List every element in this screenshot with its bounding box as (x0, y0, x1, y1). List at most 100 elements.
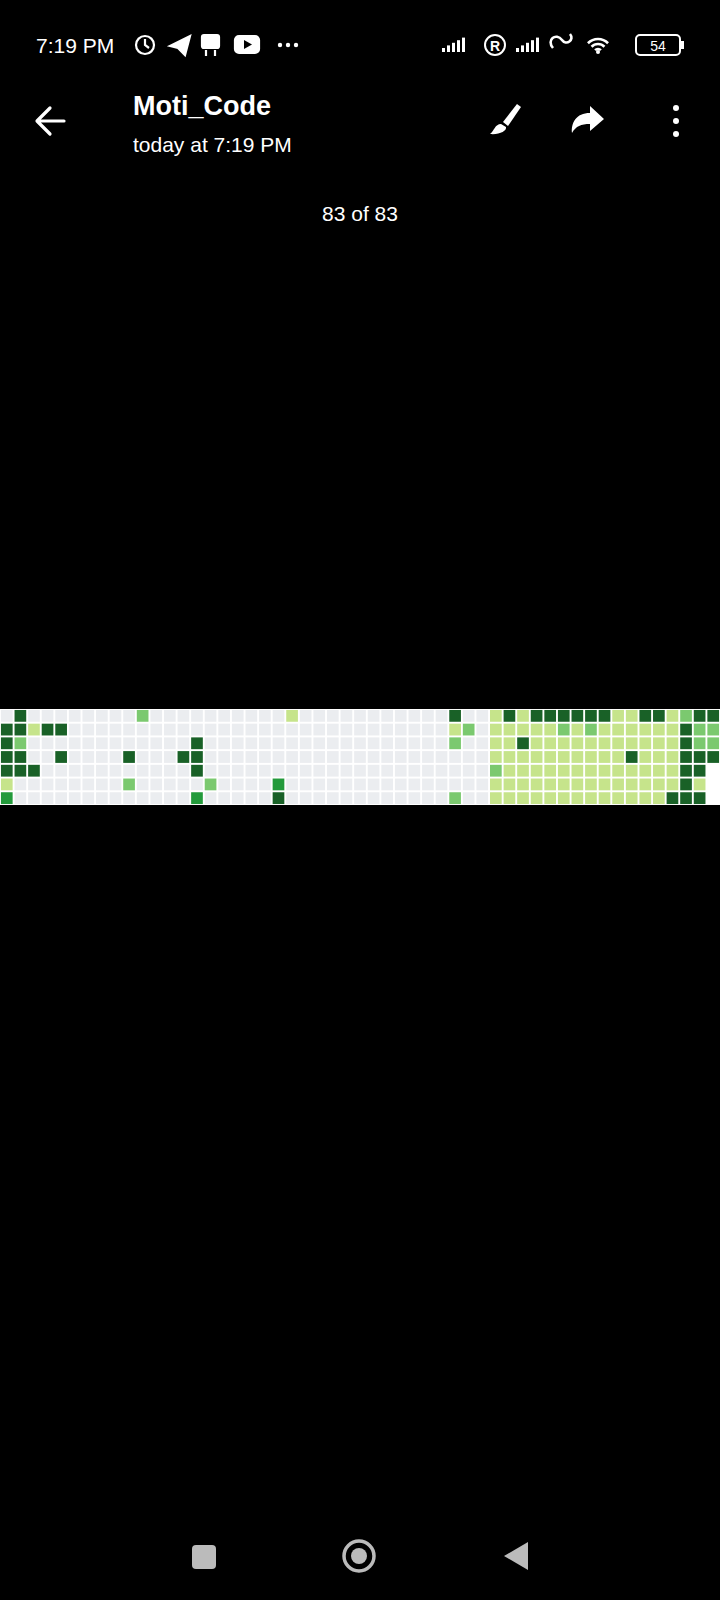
heatmap-cell (436, 710, 448, 722)
heatmap-cell (164, 765, 176, 777)
heatmap-cell (422, 765, 434, 777)
heatmap-cell (327, 737, 339, 749)
back-button[interactable] (37, 108, 64, 134)
battery-outline (636, 35, 680, 55)
heatmap-cell (463, 765, 475, 777)
heatmap-cell (313, 737, 325, 749)
more-notifications (286, 43, 290, 47)
menu-button[interactable] (673, 131, 679, 137)
heatmap-cell (395, 724, 407, 736)
heatmap-cell (395, 779, 407, 791)
share-button[interactable] (572, 106, 604, 133)
heatmap-cell (96, 765, 108, 777)
heatmap-cell (69, 779, 81, 791)
heatmap-cell (599, 710, 611, 722)
heatmap-cell (490, 710, 502, 722)
heatmap-cell (137, 779, 149, 791)
heatmap-cell (368, 792, 380, 804)
heatmap-cell (612, 751, 624, 763)
heatmap-cell (544, 765, 556, 777)
heatmap-cell (259, 710, 271, 722)
heatmap-cell (286, 710, 298, 722)
heatmap (1, 710, 719, 804)
heatmap-cell (381, 710, 393, 722)
home-button[interactable] (344, 1541, 374, 1571)
signal-icon (516, 38, 539, 52)
heatmap-cell (599, 724, 611, 736)
signal-bar (526, 43, 529, 52)
heatmap-cell (300, 779, 312, 791)
heatmap-cell (639, 779, 651, 791)
back-nav-button[interactable] (504, 1542, 528, 1570)
heatmap-cell (626, 765, 638, 777)
wifi-arc (588, 39, 608, 43)
heatmap-cell (490, 779, 502, 791)
heatmap-cell (137, 751, 149, 763)
heatmap-cell (544, 792, 556, 804)
heatmap-cell (232, 737, 244, 749)
heatmap-cell (449, 751, 461, 763)
heatmap-cell (232, 710, 244, 722)
heatmap-cell (245, 710, 257, 722)
heatmap-cell (232, 765, 244, 777)
heatmap-cell (463, 779, 475, 791)
heatmap-cell (82, 737, 94, 749)
heatmap-cell (544, 710, 556, 722)
heatmap-cell (341, 751, 353, 763)
menu-button[interactable] (673, 105, 679, 111)
heatmap-cell (490, 724, 502, 736)
heatmap-cell (422, 737, 434, 749)
heatmap-cell (286, 792, 298, 804)
heatmap-cell (259, 792, 271, 804)
heatmap-cell (123, 765, 135, 777)
heatmap-cell (259, 724, 271, 736)
edit-button[interactable] (503, 104, 521, 126)
heatmap-cell (585, 779, 597, 791)
heatmap-cell (178, 779, 190, 791)
heatmap-cell (707, 751, 719, 763)
signal-bar (462, 38, 465, 52)
heatmap-cell (123, 710, 135, 722)
signal-bar (531, 40, 534, 52)
heatmap-cell (205, 710, 217, 722)
heatmap-cell (381, 765, 393, 777)
heatmap-cell (110, 737, 122, 749)
heatmap-cell (599, 751, 611, 763)
heatmap-cell (286, 779, 298, 791)
heatmap-cell (667, 737, 679, 749)
home-button-dot[interactable] (351, 1548, 367, 1564)
heatmap-cell (137, 724, 149, 736)
heatmap-cell (82, 710, 94, 722)
recent-apps-button[interactable] (192, 1545, 216, 1569)
heatmap-cell (517, 765, 529, 777)
heatmap-cell (422, 792, 434, 804)
heatmap-cell (449, 710, 461, 722)
heatmap-cell (69, 724, 81, 736)
menu-button[interactable] (673, 118, 679, 124)
heatmap-cell (585, 792, 597, 804)
heatmap-cell (15, 751, 27, 763)
heatmap-cell (191, 779, 203, 791)
heatmap-cell (15, 792, 27, 804)
heatmap-cell (517, 710, 529, 722)
heatmap-cell (653, 724, 665, 736)
heatmap-cell (245, 724, 257, 736)
heatmap-cell (354, 751, 366, 763)
heatmap-cell (28, 737, 40, 749)
heatmap-cell (178, 724, 190, 736)
heatmap-cell (653, 765, 665, 777)
heatmap-cell (680, 710, 692, 722)
heatmap-cell (69, 751, 81, 763)
heatmap-cell (300, 737, 312, 749)
status-bar: 7:19 PMR54 (36, 34, 684, 57)
heatmap-cell (273, 737, 285, 749)
heatmap-cell (110, 792, 122, 804)
heatmap-cell (15, 737, 27, 749)
heatmap-cell (639, 737, 651, 749)
heatmap-cell (82, 792, 94, 804)
heatmap-cell (422, 710, 434, 722)
edit-button-tip[interactable] (490, 124, 506, 134)
heatmap-cell (273, 779, 285, 791)
heatmap-cell (476, 779, 488, 791)
youtube-icon (235, 36, 259, 53)
